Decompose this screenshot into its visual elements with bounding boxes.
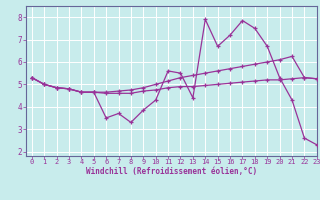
X-axis label: Windchill (Refroidissement éolien,°C): Windchill (Refroidissement éolien,°C) xyxy=(86,167,257,176)
